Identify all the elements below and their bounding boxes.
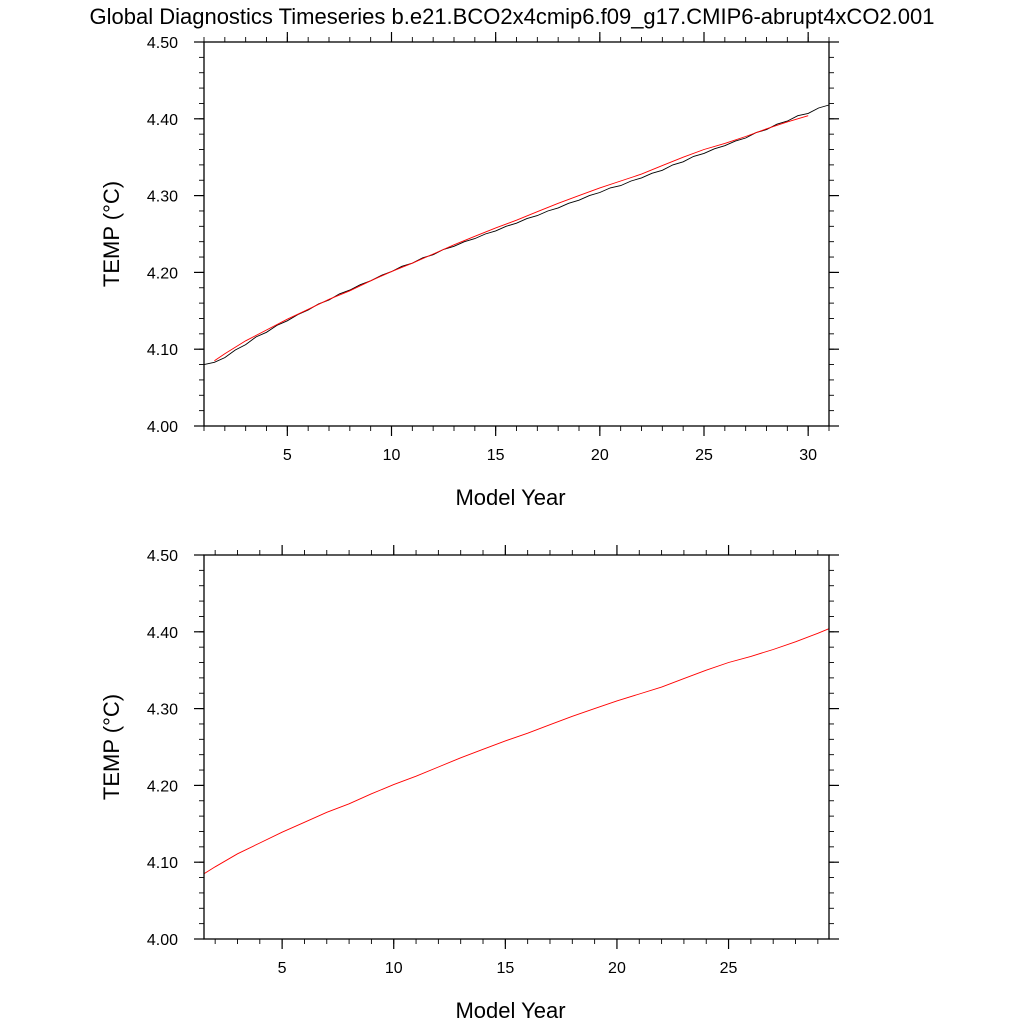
x-tick-label: 5	[278, 960, 287, 977]
x-tick-label: 20	[608, 960, 626, 977]
y-tick-label: 4.20	[147, 778, 178, 795]
series-line-0	[203, 104, 830, 366]
y-tick-label: 4.50	[147, 35, 178, 52]
y-axis-label: TEMP (°C)	[99, 181, 124, 287]
x-tick-label: 15	[496, 960, 514, 977]
y-axis-label: TEMP (°C)	[99, 694, 124, 800]
y-tick-label: 4.10	[147, 342, 178, 359]
bottom-timeseries-panel: 4.00 4.10 4.20 4.30 4.40 4.50 5 10 15 20 25 Model Y…	[99, 545, 839, 1023]
top-timeseries-panel: 4.00 4.10 4.20 4.30 4.40 4.50 5 10 15 20 25 30 Model…	[99, 32, 839, 510]
figure-title: Global Diagnostics Timeseries b.e21.BCO2…	[90, 4, 935, 29]
plot-frame	[203, 554, 830, 940]
x-axis-label: Model Year	[455, 998, 565, 1023]
x-tick-label: 15	[487, 447, 505, 464]
y-tick-label: 4.20	[147, 265, 178, 282]
x-tick-label: 25	[720, 960, 738, 977]
series-line-1	[214, 115, 809, 362]
x-tick-label: 5	[283, 447, 292, 464]
y-tick-label: 4.40	[147, 625, 178, 642]
y-tick-label: 4.40	[147, 112, 178, 129]
x-tick-label: 25	[695, 447, 713, 464]
x-tick-label: 30	[799, 447, 817, 464]
plot-frame	[203, 41, 830, 427]
x-tick-label: 10	[383, 447, 401, 464]
x-tick-label: 20	[591, 447, 609, 464]
y-tick-label: 4.50	[147, 548, 178, 565]
x-axis-label: Model Year	[455, 485, 565, 510]
y-tick-label: 4.00	[147, 419, 178, 436]
y-tick-label: 4.30	[147, 702, 178, 719]
series-line-0	[203, 628, 830, 875]
y-tick-label: 4.00	[147, 932, 178, 949]
y-tick-label: 4.30	[147, 189, 178, 206]
y-tick-label: 4.10	[147, 855, 178, 872]
x-tick-label: 10	[385, 960, 403, 977]
